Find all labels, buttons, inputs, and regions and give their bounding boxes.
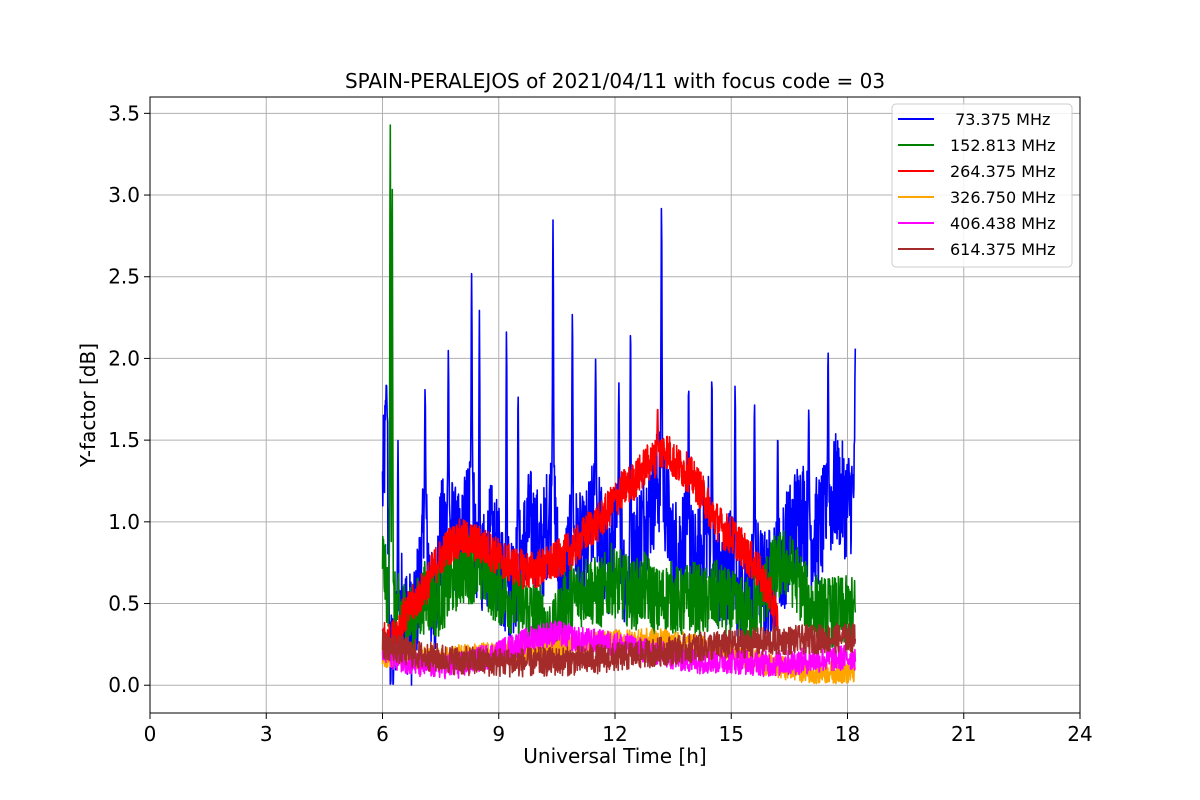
x-tick-label: 24: [1067, 722, 1092, 746]
legend-label: 73.375 MHz: [950, 110, 1050, 129]
legend-box: [891, 103, 1073, 268]
y-tick-label: 2.0: [108, 346, 140, 370]
legend-label: 152.813 MHz: [950, 136, 1055, 155]
x-tick-label: 12: [602, 722, 627, 746]
legend-label: 326.750 MHz: [950, 188, 1055, 207]
legend: 73.375 MHz 152.813 MHz 264.375 MHz 326.750 …: [891, 103, 1073, 268]
x-tick-label: 15: [719, 722, 744, 746]
series-layer: [381, 124, 857, 686]
y-tick-label: 2.5: [108, 265, 140, 289]
legend-label: 264.375 MHz: [950, 162, 1055, 181]
axis-ticks: 0 3 6 9 12 15 18 21 24 0.0 0.5 1.0 1.5 2.0 2.5 3.0 3.5: [108, 101, 1093, 746]
plot-area: [381, 124, 857, 686]
series-line: [381, 207, 857, 686]
chart-title: SPAIN-PERALEJOS of 2021/04/11 with focus…: [345, 69, 885, 93]
grid: [149, 97, 1081, 713]
y-tick-label: 1.5: [108, 428, 140, 452]
x-tick-label: 21: [951, 722, 976, 746]
y-tick-label: 3.5: [108, 101, 140, 125]
x-tick-label: 0: [144, 722, 157, 746]
series-line: [381, 622, 857, 678]
x-tick-label: 9: [492, 722, 505, 746]
x-axis-title: Universal Time [h]: [523, 744, 706, 768]
series-line: [381, 124, 857, 664]
legend-label: 406.438 MHz: [950, 214, 1055, 233]
y-tick-label: 0.0: [108, 673, 140, 697]
y-axis-title: Y-factor [dB]: [76, 343, 100, 468]
y-tick-label: 0.5: [108, 592, 140, 616]
y-tick-label: 3.0: [108, 183, 140, 207]
x-tick-label: 18: [835, 722, 860, 746]
x-tick-label: 6: [376, 722, 389, 746]
x-tick-label: 3: [260, 722, 273, 746]
legend-label: 614.375 MHz: [950, 240, 1055, 259]
series-line: [381, 408, 779, 663]
y-tick-label: 1.0: [108, 510, 140, 534]
